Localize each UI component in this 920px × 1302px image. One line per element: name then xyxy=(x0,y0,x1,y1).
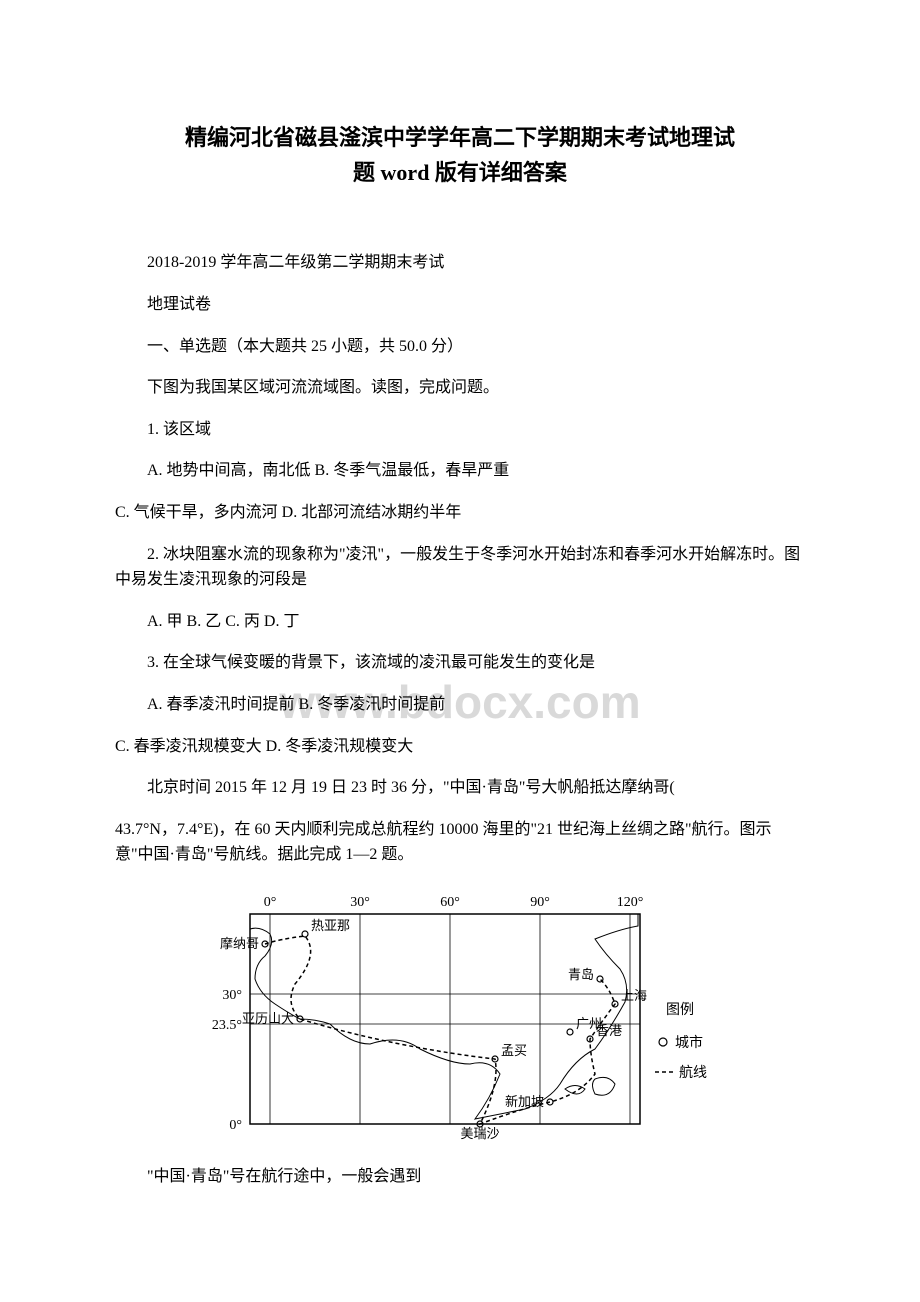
route-map-figure: 0° 30° 60° 90° 120° 30° 23.5° 0° 摩纳哥 热亚那亚历山大孟买新加坡… xyxy=(115,884,805,1144)
svg-text:孟买: 孟买 xyxy=(501,1043,527,1058)
svg-text:图例: 图例 xyxy=(666,1002,694,1018)
q1-stem: 1. 该区域 xyxy=(115,417,805,443)
q3-stem: 3. 在全球气候变暖的背景下，该流域的凌汛最可能发生的变化是 xyxy=(115,650,805,676)
last-question-stem: "中国·青岛"号在航行途中，一般会遇到 xyxy=(115,1164,805,1190)
svg-text:30°: 30° xyxy=(222,988,242,1003)
title-line-1: 精编河北省磁县滏滨中学学年高二下学期期末考试地理试 xyxy=(115,120,805,155)
svg-text:30°: 30° xyxy=(350,895,370,910)
svg-text:航线: 航线 xyxy=(679,1065,707,1081)
svg-text:摩纳哥: 摩纳哥 xyxy=(220,936,259,951)
svg-text:美瑞沙: 美瑞沙 xyxy=(460,1126,499,1141)
svg-text:城市: 城市 xyxy=(675,1034,703,1051)
read-map-instruction: 下图为我国某区域河流流域图。读图，完成问题。 xyxy=(115,375,805,401)
svg-text:亚历山大: 亚历山大 xyxy=(242,1011,294,1026)
q2-options: A. 甲 B. 乙 C. 丙 D. 丁 xyxy=(115,609,805,635)
svg-text:23.5°: 23.5° xyxy=(212,1018,242,1033)
intro-2-line2: 43.7°N，7.4°E)，在 60 天内顺利完成总航程约 10000 海里的"… xyxy=(115,817,805,868)
svg-text:0°: 0° xyxy=(264,895,277,910)
q1-options-line2: C. 气候干旱，多内流河 D. 北部河流结冰期约半年 xyxy=(115,500,805,526)
q2-stem: 2. 冰块阻塞水流的现象称为"凌汛"，一般发生于冬季河水开始封冻和春季河水开始解… xyxy=(115,542,805,593)
q3-options-line2: C. 春季凌汛规模变大 D. 冬季凌汛规模变大 xyxy=(115,734,805,760)
svg-text:新加坡: 新加坡 xyxy=(505,1094,544,1109)
svg-text:上海: 上海 xyxy=(621,988,647,1003)
route-map-svg: 0° 30° 60° 90° 120° 30° 23.5° 0° 摩纳哥 热亚那亚历山大孟买新加坡… xyxy=(200,884,720,1144)
svg-text:香港: 香港 xyxy=(596,1023,622,1038)
svg-text:热亚那: 热亚那 xyxy=(311,918,350,933)
document-title: 精编河北省磁县滏滨中学学年高二下学期期末考试地理试 题 word 版有详细答案 xyxy=(115,120,805,190)
q1-options-line1: A. 地势中间高，南北低 B. 冬季气温最低，春旱严重 xyxy=(115,458,805,484)
section-1-header: 一、单选题（本大题共 25 小题，共 50.0 分） xyxy=(115,334,805,360)
svg-text:90°: 90° xyxy=(530,895,550,910)
svg-text:60°: 60° xyxy=(440,895,460,910)
intro-2-line1: 北京时间 2015 年 12 月 19 日 23 时 36 分，"中国·青岛"号… xyxy=(115,775,805,801)
document-content: 精编河北省磁县滏滨中学学年高二下学期期末考试地理试 题 word 版有详细答案 … xyxy=(115,120,805,1189)
svg-text:青岛: 青岛 xyxy=(568,967,594,982)
svg-text:120°: 120° xyxy=(617,895,644,910)
title-line-2: 题 word 版有详细答案 xyxy=(115,155,805,190)
q3-options-line1: A. 春季凌汛时间提前 B. 冬季凌汛时间提前 xyxy=(115,692,805,718)
paper-name: 地理试卷 xyxy=(115,292,805,318)
exam-year: 2018-2019 学年高二年级第二学期期末考试 xyxy=(115,250,805,276)
svg-text:0°: 0° xyxy=(229,1118,242,1133)
